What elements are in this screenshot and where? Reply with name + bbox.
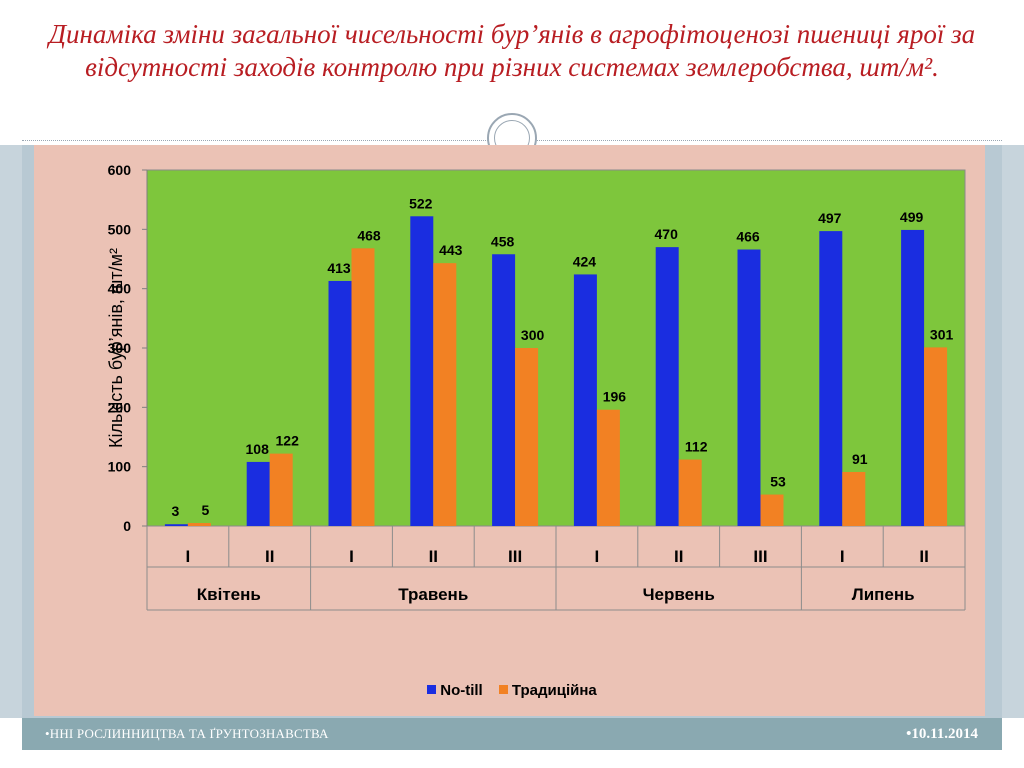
bar-traditional-5 (596, 409, 620, 526)
bar-no-till-2 (328, 280, 352, 526)
bar-traditional-9 (924, 347, 948, 526)
bar-traditional-6 (678, 459, 702, 526)
x-tick-label-5: I (595, 547, 600, 566)
data-label-no-till-3: 522 (409, 195, 433, 211)
chart-area: 0 100 200 300 400 500 600 Кількість бур’янів, ш… (34, 145, 985, 716)
data-label-no-till-5: 424 (573, 253, 597, 269)
slide-title: Динаміка зміни загальної чисельності бур… (48, 19, 976, 82)
x-tick-label-4: III (508, 547, 522, 566)
footer-institute: •ННІ РОСЛИННИЦТВА ТА ҐРУНТОЗНАВСТВА (45, 726, 329, 741)
y-tick-label-2: 200 (108, 399, 132, 415)
bar-no-till-7 (737, 249, 761, 527)
data-label-no-till-4: 458 (491, 233, 515, 249)
data-label-traditional-8: 91 (852, 451, 868, 467)
data-label-traditional-9: 301 (930, 326, 954, 342)
bar-traditional-4 (515, 348, 539, 526)
bar-traditional-1 (269, 453, 293, 526)
y-tick-label-1: 100 (108, 459, 132, 475)
x-tick-label-0: I (186, 547, 191, 566)
x-tick-label-1: II (265, 547, 274, 566)
footer-date: •10.11.2014 (906, 726, 978, 742)
y-tick-label-6: 600 (108, 162, 132, 178)
legend-swatch-no-till (427, 685, 437, 694)
y-tick-label-5: 500 (108, 221, 132, 237)
x-tick-label-8: I (840, 547, 845, 566)
footer-bar (22, 718, 1002, 750)
bar-no-till-9 (901, 229, 925, 526)
x-tick-label-6: II (674, 547, 683, 566)
group-label-0: Квітень (197, 585, 261, 604)
bar-no-till-5 (573, 274, 597, 526)
bar-traditional-3 (433, 263, 457, 526)
data-label-traditional-0: 5 (202, 502, 210, 518)
data-label-no-till-1: 108 (246, 441, 270, 457)
data-label-traditional-3: 443 (439, 242, 463, 258)
data-label-no-till-6: 470 (655, 226, 679, 242)
y-tick-label-4: 400 (108, 281, 132, 297)
y-tick-label-3: 300 (108, 340, 132, 356)
legend-label-no-till: No-till (440, 682, 483, 699)
bar-no-till-0 (164, 524, 188, 526)
data-label-no-till-9: 499 (900, 209, 924, 225)
data-label-traditional-4: 300 (521, 327, 545, 343)
bar-no-till-6 (655, 247, 679, 526)
left-side-rail (0, 145, 22, 718)
data-label-no-till-8: 497 (818, 210, 842, 226)
data-label-no-till-2: 413 (327, 260, 351, 276)
group-label-1: Травень (398, 585, 468, 604)
bar-no-till-4 (492, 254, 516, 526)
data-label-traditional-2: 468 (357, 227, 381, 243)
x-tick-label-2: I (349, 547, 354, 566)
bar-traditional-8 (842, 472, 866, 526)
bar-no-till-8 (819, 231, 843, 526)
legend-swatch-traditional (498, 685, 508, 694)
bar-no-till-1 (246, 461, 270, 526)
x-tick-label-9: II (919, 547, 928, 566)
bar-no-till-3 (410, 216, 434, 526)
bar-traditional-2 (351, 248, 375, 526)
legend-item-no-till: No-till (427, 682, 483, 699)
bar-traditional-7 (760, 494, 784, 526)
footer-bottom-strip (0, 750, 1024, 768)
x-tick-label-7: III (753, 547, 767, 566)
data-label-traditional-5: 196 (603, 389, 627, 405)
y-tick-label-0: 0 (123, 518, 131, 534)
data-label-traditional-7: 53 (770, 474, 786, 490)
bar-traditional-0 (187, 523, 211, 526)
legend-label-traditional: Традиційна (511, 682, 597, 699)
data-label-no-till-0: 3 (172, 503, 180, 519)
y-axis-title: Кількість бур’янів, шт/м² (106, 248, 126, 448)
right-side-rail (1002, 145, 1024, 718)
legend-item-traditional: Традиційна (498, 682, 597, 699)
x-tick-label-3: II (429, 547, 438, 566)
data-label-no-till-7: 466 (736, 229, 760, 245)
group-label-3: Липень (852, 585, 915, 604)
data-label-traditional-1: 122 (276, 433, 300, 449)
group-label-2: Червень (643, 585, 715, 604)
data-label-traditional-6: 112 (685, 439, 708, 455)
bar-chart: 0 100 200 300 400 500 600 Кількість бур’янів, ш… (106, 162, 966, 611)
chart-legend: No-till Традиційна (0, 682, 1024, 699)
